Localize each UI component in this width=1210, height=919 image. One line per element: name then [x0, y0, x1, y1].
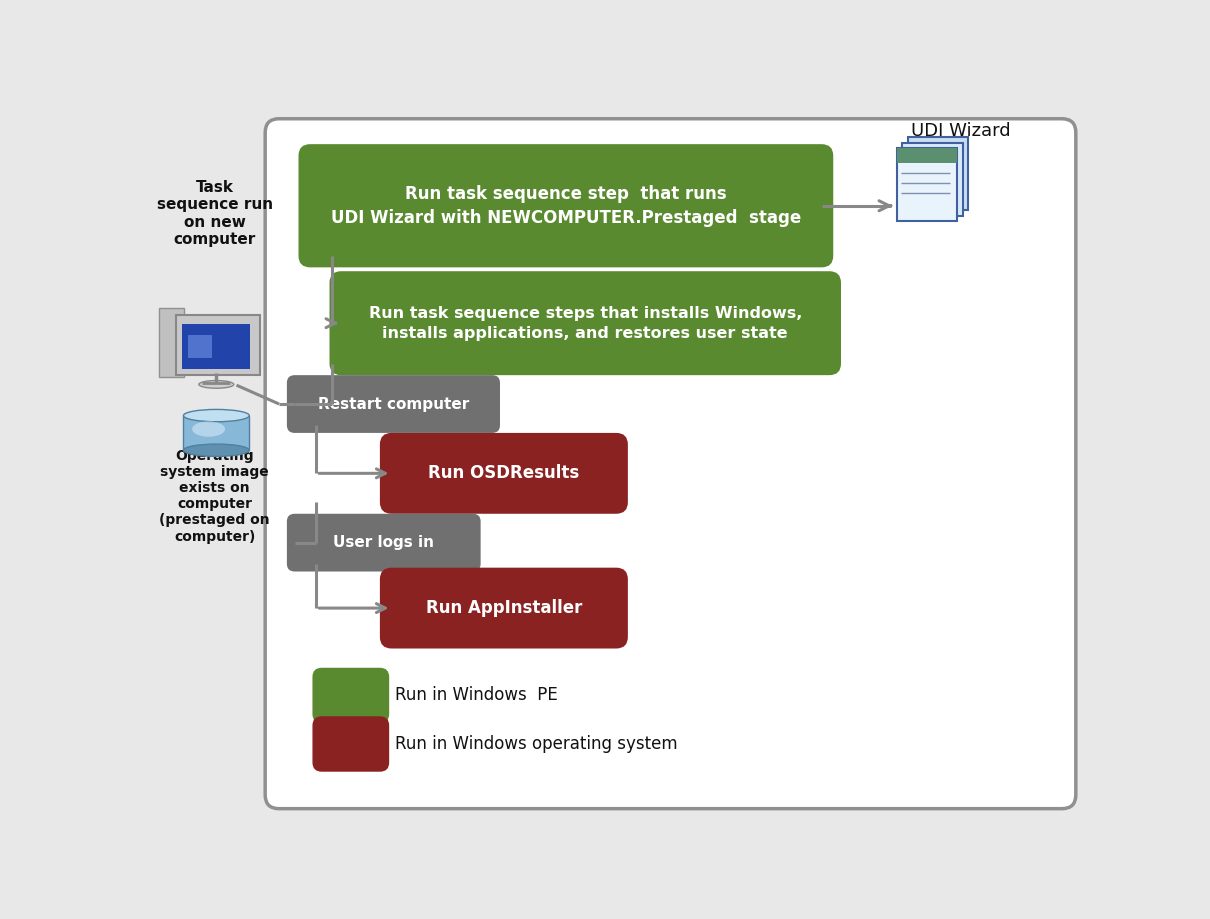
FancyBboxPatch shape: [287, 375, 500, 433]
Text: Run in Windows operating system: Run in Windows operating system: [396, 735, 678, 753]
FancyBboxPatch shape: [183, 324, 250, 369]
Ellipse shape: [192, 421, 225, 437]
Text: Run AppInstaller: Run AppInstaller: [426, 599, 582, 617]
Text: Restart computer: Restart computer: [318, 396, 469, 412]
FancyBboxPatch shape: [159, 308, 184, 377]
FancyBboxPatch shape: [897, 148, 957, 221]
FancyBboxPatch shape: [312, 668, 390, 723]
FancyBboxPatch shape: [312, 716, 390, 772]
FancyBboxPatch shape: [299, 144, 834, 267]
FancyBboxPatch shape: [265, 119, 1076, 809]
Text: Run in Windows  PE: Run in Windows PE: [396, 686, 558, 705]
FancyBboxPatch shape: [329, 271, 841, 375]
Text: User logs in: User logs in: [333, 535, 434, 550]
Text: Run task sequence step  that runs
UDI Wizard with NEWCOMPUTER.Prestaged  stage: Run task sequence step that runs UDI Wiz…: [330, 185, 801, 227]
Ellipse shape: [198, 380, 234, 388]
Text: Run task sequence steps that installs Windows,
installs applications, and restor: Run task sequence steps that installs Wi…: [369, 306, 802, 341]
Ellipse shape: [184, 410, 249, 422]
FancyBboxPatch shape: [287, 514, 480, 572]
Ellipse shape: [184, 444, 249, 457]
FancyBboxPatch shape: [903, 142, 963, 216]
FancyBboxPatch shape: [380, 568, 628, 649]
FancyBboxPatch shape: [175, 315, 260, 375]
Text: Run OSDResults: Run OSDResults: [428, 464, 580, 482]
Text: UDI Wizard: UDI Wizard: [911, 122, 1010, 140]
FancyBboxPatch shape: [184, 415, 249, 450]
Text: Task
sequence run
on new
computer: Task sequence run on new computer: [157, 180, 273, 247]
FancyBboxPatch shape: [380, 433, 628, 514]
FancyBboxPatch shape: [908, 137, 968, 210]
FancyBboxPatch shape: [189, 335, 212, 358]
Text: Operating
system image
exists on
computer
(prestaged on
computer): Operating system image exists on compute…: [160, 448, 270, 543]
FancyBboxPatch shape: [897, 148, 957, 164]
